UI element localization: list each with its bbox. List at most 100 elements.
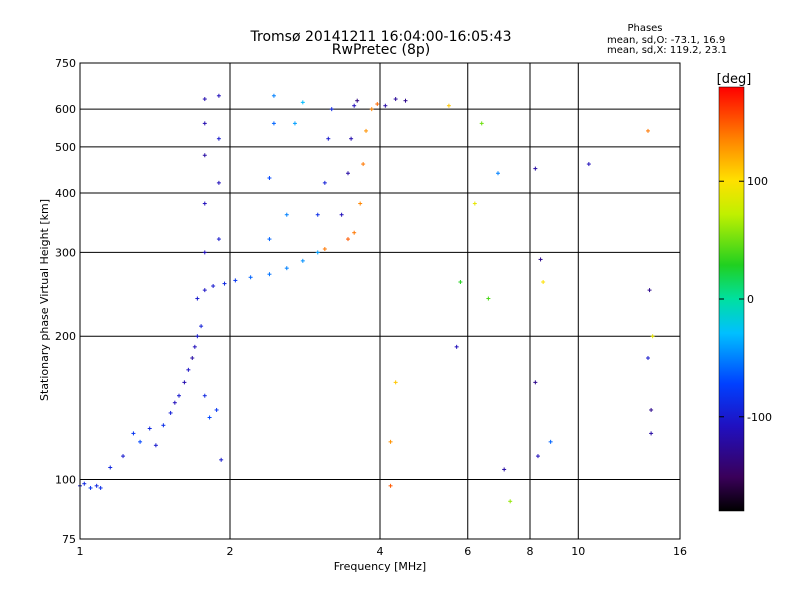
x-tick-label: 4	[377, 545, 384, 558]
data-point	[284, 266, 289, 271]
data-point	[495, 171, 500, 176]
data-point	[364, 128, 369, 133]
colorbar-tick-label: 100	[747, 175, 768, 188]
data-point	[216, 180, 221, 185]
data-point	[508, 499, 513, 504]
data-point	[393, 380, 398, 385]
data-point	[176, 393, 181, 398]
data-point	[168, 410, 173, 415]
data-point	[233, 278, 238, 283]
data-point	[202, 97, 207, 102]
data-point	[271, 121, 276, 126]
x-tick-label: 10	[571, 545, 585, 558]
data-point	[486, 296, 491, 301]
y-tick-label: 75	[62, 533, 76, 546]
data-point	[358, 201, 363, 206]
data-point	[375, 102, 380, 107]
data-point	[345, 171, 350, 176]
data-point	[645, 356, 650, 361]
data-point	[202, 153, 207, 158]
chart-title: Tromsø 20141211 16:04:00-16:05:43	[250, 29, 512, 45]
data-point	[345, 237, 350, 242]
y-tick-label: 750	[55, 57, 76, 70]
data-point	[322, 180, 327, 185]
data-point	[88, 485, 93, 490]
y-tick-label: 500	[55, 141, 76, 154]
data-point	[479, 121, 484, 126]
y-tick-label: 600	[55, 103, 76, 116]
data-point	[650, 334, 655, 339]
data-point	[502, 467, 507, 472]
x-tick-label: 1	[77, 545, 84, 558]
data-points	[78, 93, 655, 504]
data-point	[533, 166, 538, 171]
x-tick-label: 16	[673, 545, 687, 558]
data-point	[202, 250, 207, 255]
data-point	[454, 344, 459, 349]
data-point	[446, 103, 451, 108]
data-point	[300, 100, 305, 105]
data-point	[322, 247, 327, 252]
data-point	[153, 443, 158, 448]
legend-title: Phases	[627, 23, 662, 34]
colorbar-tick-label: 0	[747, 293, 754, 306]
chart-subtitle: RwPretec (8p)	[332, 42, 430, 58]
data-point	[267, 175, 272, 180]
data-point	[315, 212, 320, 217]
y-axis-label: Stationary phase Virtual Height [km]	[38, 199, 51, 401]
data-point	[538, 257, 543, 262]
data-point	[548, 439, 553, 444]
data-point	[535, 454, 540, 459]
data-point	[292, 121, 297, 126]
data-point	[207, 415, 212, 420]
data-point	[248, 275, 253, 280]
data-point	[326, 136, 331, 141]
data-point	[352, 230, 357, 235]
data-point	[361, 162, 366, 167]
y-tick-label: 100	[55, 474, 76, 487]
colorbar-ticks: 100 0 -100	[719, 175, 772, 424]
x-axis-label: Frequency [MHz]	[334, 560, 426, 573]
data-point	[147, 426, 152, 431]
data-point	[108, 465, 113, 470]
y-tick-label: 200	[55, 330, 76, 343]
data-point	[284, 212, 289, 217]
data-point	[190, 356, 195, 361]
data-point	[649, 431, 654, 436]
data-point	[131, 431, 136, 436]
data-point	[199, 324, 204, 329]
data-point	[138, 439, 143, 444]
data-point	[82, 481, 87, 486]
data-point	[533, 380, 538, 385]
data-point	[271, 93, 276, 98]
colorbar-tick-label: -100	[747, 411, 772, 424]
data-point	[645, 128, 650, 133]
data-point	[202, 121, 207, 126]
data-point	[121, 454, 126, 459]
y-tick-label: 400	[55, 187, 76, 200]
data-point	[649, 407, 654, 412]
data-point	[315, 250, 320, 255]
data-point	[216, 93, 221, 98]
data-point	[192, 344, 197, 349]
data-point	[541, 280, 546, 285]
data-point	[329, 107, 334, 112]
data-point	[211, 284, 216, 289]
data-point	[369, 107, 374, 112]
data-point	[94, 483, 99, 488]
data-point	[222, 281, 227, 286]
data-point	[214, 407, 219, 412]
data-point	[98, 485, 103, 490]
data-point	[355, 98, 360, 103]
plot-frame	[79, 62, 681, 540]
data-point	[339, 212, 344, 217]
data-point	[458, 280, 463, 285]
data-point	[393, 97, 398, 102]
data-point	[267, 272, 272, 277]
data-point	[186, 367, 191, 372]
data-point	[195, 296, 200, 301]
data-point	[586, 162, 591, 167]
x-tick-label: 6	[464, 545, 471, 558]
